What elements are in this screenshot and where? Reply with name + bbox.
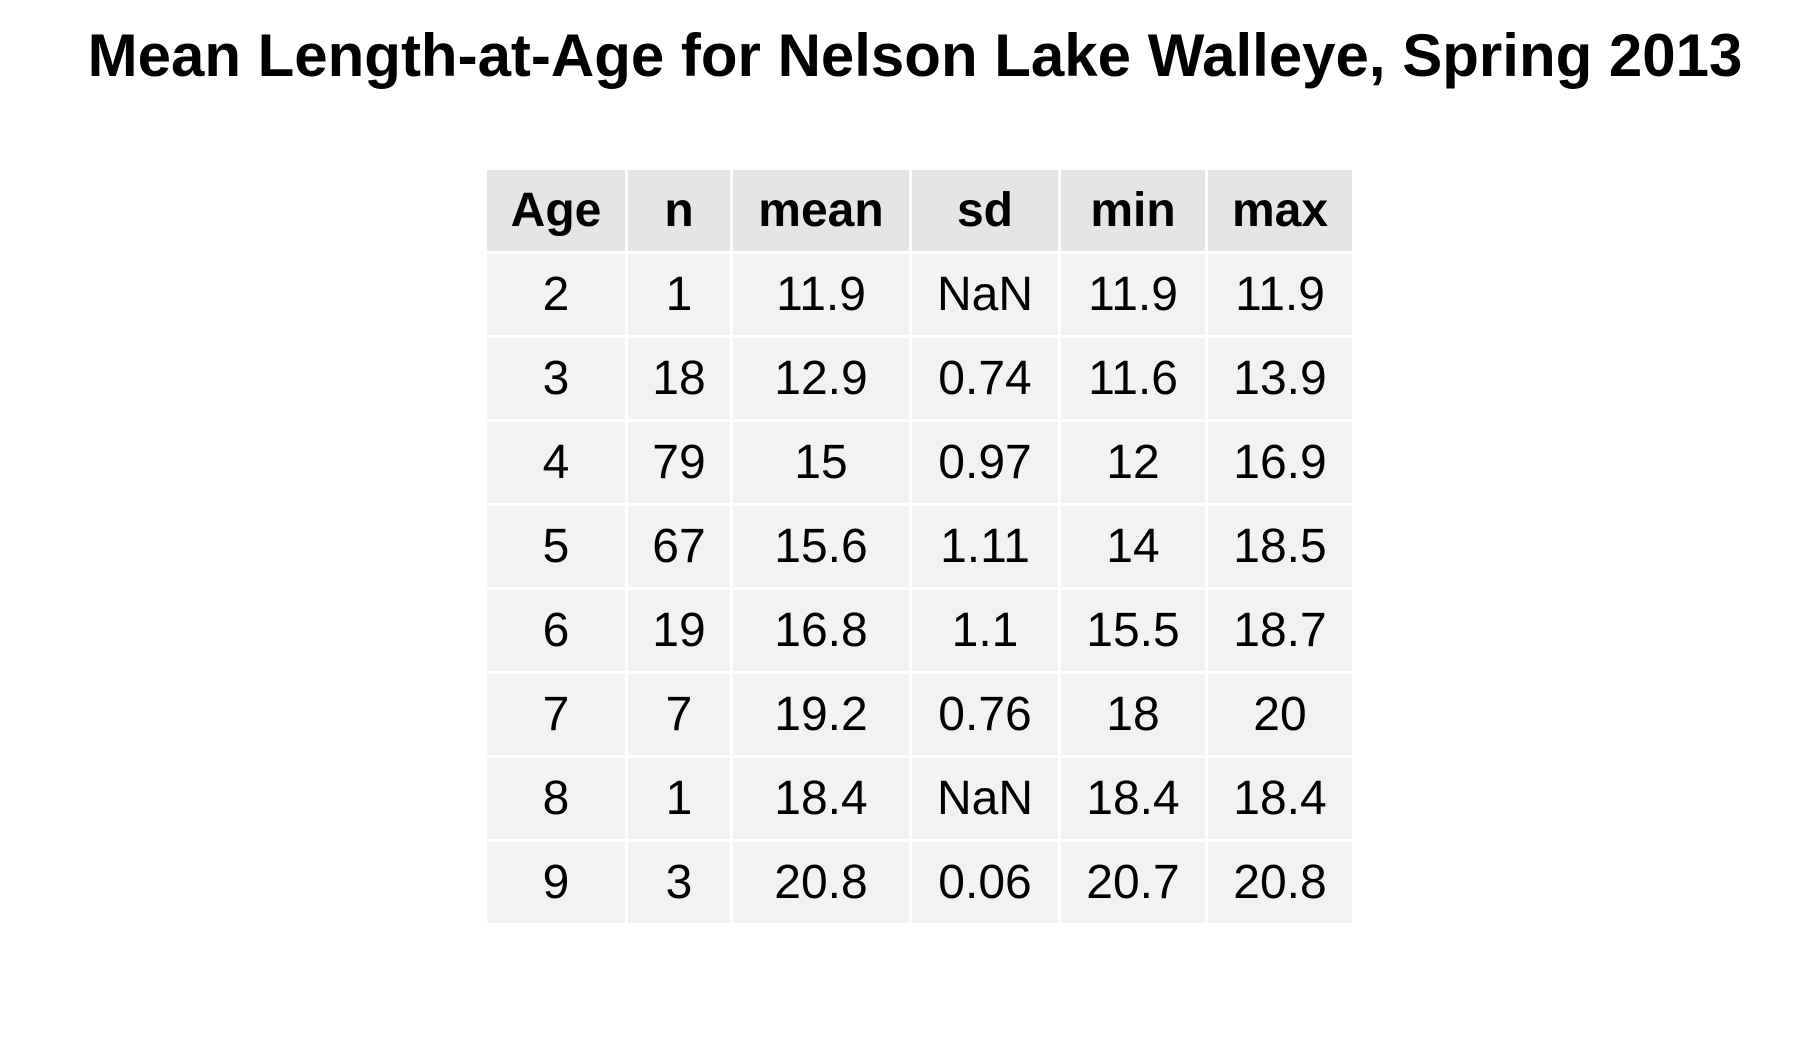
table-cell-min: 11.6: [1061, 338, 1205, 419]
table-cell-mean: 18.4: [733, 758, 909, 839]
table-cell-n: 1: [628, 254, 730, 335]
table-cell-n: 19: [628, 590, 730, 671]
table-cell-mean: 20.8: [733, 842, 909, 923]
table-cell-min: 20.7: [1061, 842, 1205, 923]
table-cell-mean: 15: [733, 422, 909, 503]
table-cell-n: 7: [628, 674, 730, 755]
column-header-age: Age: [487, 170, 625, 251]
table-cell-mean: 15.6: [733, 506, 909, 587]
table-cell-sd: 0.74: [912, 338, 1058, 419]
table-row: 8 1 18.4 NaN 18.4 18.4: [487, 758, 1352, 839]
table-cell-max: 20: [1208, 674, 1352, 755]
table-cell-min: 11.9: [1061, 254, 1205, 335]
table-cell-min: 15.5: [1061, 590, 1205, 671]
table-body: 2 1 11.9 NaN 11.9 11.9 3 18 12.9 0.74 11.6 13.9 4 79 1…: [487, 254, 1352, 923]
table-row: 2 1 11.9 NaN 11.9 11.9: [487, 254, 1352, 335]
table-row: 7 7 19.2 0.76 18 20: [487, 674, 1352, 755]
table-cell-mean: 11.9: [733, 254, 909, 335]
table-cell-age: 9: [487, 842, 625, 923]
table-cell-sd: NaN: [912, 758, 1058, 839]
stats-table: Age n mean sd min max 2 1 11.9 NaN 11.9 11.9 3 18 12.…: [484, 167, 1355, 926]
table-cell-max: 18.5: [1208, 506, 1352, 587]
column-header-max: max: [1208, 170, 1352, 251]
table-cell-sd: NaN: [912, 254, 1058, 335]
column-header-n: n: [628, 170, 730, 251]
table-cell-age: 5: [487, 506, 625, 587]
table-cell-max: 18.4: [1208, 758, 1352, 839]
table-header-row: Age n mean sd min max: [487, 170, 1352, 251]
table-row: 6 19 16.8 1.1 15.5 18.7: [487, 590, 1352, 671]
table-cell-max: 16.9: [1208, 422, 1352, 503]
table-cell-age: 8: [487, 758, 625, 839]
table-cell-age: 2: [487, 254, 625, 335]
table-cell-min: 14: [1061, 506, 1205, 587]
table-cell-sd: 1.11: [912, 506, 1058, 587]
column-header-min: min: [1061, 170, 1205, 251]
table-cell-mean: 16.8: [733, 590, 909, 671]
table-cell-max: 13.9: [1208, 338, 1352, 419]
chart-title: Mean Length-at-Age for Nelson Lake Walle…: [87, 22, 1743, 89]
table-cell-sd: 0.76: [912, 674, 1058, 755]
table-cell-max: 11.9: [1208, 254, 1352, 335]
table-cell-sd: 1.1: [912, 590, 1058, 671]
table-cell-age: 4: [487, 422, 625, 503]
table-cell-n: 79: [628, 422, 730, 503]
table-cell-max: 20.8: [1208, 842, 1352, 923]
table-row: 3 18 12.9 0.74 11.6 13.9: [487, 338, 1352, 419]
column-header-mean: mean: [733, 170, 909, 251]
table-cell-age: 7: [487, 674, 625, 755]
column-header-sd: sd: [912, 170, 1058, 251]
table-cell-mean: 12.9: [733, 338, 909, 419]
table-cell-min: 18: [1061, 674, 1205, 755]
table-cell-mean: 19.2: [733, 674, 909, 755]
table-cell-sd: 0.06: [912, 842, 1058, 923]
stats-table-container: Age n mean sd min max 2 1 11.9 NaN 11.9 11.9 3 18 12.…: [487, 170, 1352, 923]
table-cell-min: 18.4: [1061, 758, 1205, 839]
table-cell-n: 18: [628, 338, 730, 419]
table-cell-max: 18.7: [1208, 590, 1352, 671]
table-cell-min: 12: [1061, 422, 1205, 503]
table-cell-age: 6: [487, 590, 625, 671]
table-row: 5 67 15.6 1.11 14 18.5: [487, 506, 1352, 587]
table-cell-sd: 0.97: [912, 422, 1058, 503]
table-row: 4 79 15 0.97 12 16.9: [487, 422, 1352, 503]
table-row: 9 3 20.8 0.06 20.7 20.8: [487, 842, 1352, 923]
table-cell-n: 3: [628, 842, 730, 923]
table-cell-age: 3: [487, 338, 625, 419]
table-cell-n: 1: [628, 758, 730, 839]
table-cell-n: 67: [628, 506, 730, 587]
